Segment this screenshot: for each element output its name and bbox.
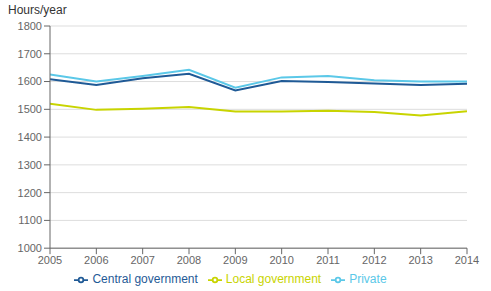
svg-text:1700: 1700 (18, 48, 42, 60)
svg-text:1600: 1600 (18, 75, 42, 87)
html-text:Private: Private (349, 272, 387, 287)
svg-text:2010: 2010 (269, 254, 293, 266)
svg-text:1000: 1000 (18, 242, 42, 254)
svg-text:2011: 2011 (316, 254, 340, 266)
svg-text:1200: 1200 (18, 187, 42, 199)
svg-text:1800: 1800 (18, 20, 42, 32)
svg-text:2007: 2007 (130, 254, 154, 266)
html-text:Local government: Local government (225, 272, 322, 287)
svg-text:1400: 1400 (18, 131, 42, 143)
svg-text:2005: 2005 (38, 254, 62, 266)
svg-text:2008: 2008 (177, 254, 201, 266)
svg-text:2009: 2009 (223, 254, 247, 266)
svg-text:1300: 1300 (18, 159, 42, 171)
svg-text:1500: 1500 (18, 103, 42, 115)
svg-text:1100: 1100 (18, 214, 42, 226)
svg-text:2013: 2013 (408, 254, 432, 266)
html-text:Hours/year: Hours/year (8, 3, 67, 17)
html-text:Central government: Central government (92, 272, 198, 287)
svg-text:2006: 2006 (84, 254, 108, 266)
svg-text:2014: 2014 (455, 254, 479, 266)
svg-text:2012: 2012 (362, 254, 386, 266)
